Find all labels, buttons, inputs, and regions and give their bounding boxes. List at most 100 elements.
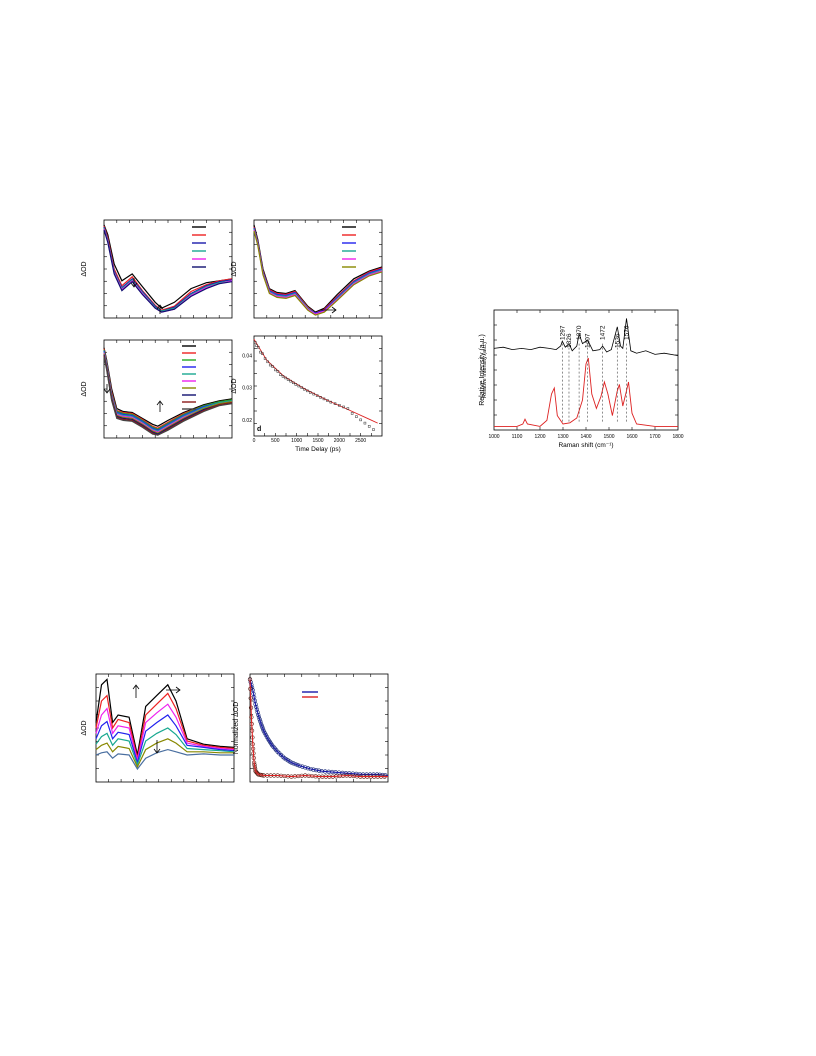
data-point-3 [259, 350, 262, 354]
data-point-10 [276, 370, 280, 373]
data-point-4 [261, 352, 264, 355]
plot-frame [249, 673, 389, 783]
data-point-9 [274, 368, 277, 372]
panel-d: ΔOD 0 500 1000 1500 2000 2500 0.02 0.03 0.04 Time … [230, 330, 390, 454]
plot-frame [493, 309, 679, 431]
x-tick-label: 1000 [291, 438, 302, 444]
series-line-4 [253, 229, 383, 315]
panel-a-svg: ΔOD [81, 219, 233, 319]
peak-label-0: 1297 [559, 325, 566, 340]
fit-line-1 [249, 679, 388, 778]
x-tick-label: 1700 [649, 434, 660, 440]
y-axis-label: ΔOD [81, 381, 88, 396]
marker-1 [255, 771, 260, 776]
experimental-spectrum [493, 318, 679, 356]
data-point-14 [286, 378, 290, 381]
data-point-0 [254, 341, 257, 344]
series-line-1 [103, 225, 233, 311]
peak-label-6: 1576 [623, 325, 630, 340]
calculated-spectrum [494, 357, 678, 427]
panel-d-svg: ΔOD 0 500 1000 1500 2000 2500 0.02 0.03 0.04 Time … [231, 335, 383, 453]
marker-0 [295, 762, 300, 768]
series-line-1 [95, 692, 235, 759]
data-point-21 [306, 389, 309, 393]
x-tick-label: 500 [271, 438, 280, 444]
x-tick-label: 1100 [512, 434, 523, 440]
arrow-right-icon [166, 686, 181, 694]
series-line-5 [253, 230, 383, 316]
x-tick-label: 1500 [312, 438, 323, 444]
plot-frame [103, 219, 233, 319]
marker-0 [289, 760, 294, 765]
y-tick-label: 0.02 [242, 418, 252, 424]
arrow-down-icon [103, 384, 111, 394]
data-point-16 [292, 381, 295, 385]
data-point-30 [338, 404, 341, 407]
data-point-17 [294, 383, 298, 386]
y-axis-label: Relative Intensity (a.u.) [482, 342, 488, 398]
series-line-1 [253, 226, 383, 314]
marker-0 [293, 762, 298, 767]
data-point-38 [372, 428, 375, 431]
panel-raman-svg: Relative Intensity (a.u.) 1000 1100 1200 130… [479, 309, 684, 449]
y-axis-label: ΔOD [81, 720, 88, 735]
arrow-down-icon [130, 278, 138, 288]
y-tick-label: 0.04 [242, 353, 252, 359]
marker-0 [258, 721, 264, 726]
panel-c-svg: ΔOD [81, 339, 233, 439]
data-point-6 [266, 360, 269, 364]
series-line-0 [103, 224, 233, 309]
data-point-13 [284, 376, 287, 380]
series-line-2 [253, 227, 383, 314]
data-point-11 [279, 373, 282, 376]
series-line-4 [103, 228, 233, 313]
arrow-right-icon [320, 306, 337, 314]
x-tick-label: 1000 [488, 434, 499, 440]
x-tick-label: 1300 [557, 434, 568, 440]
series-line-9 [103, 356, 233, 436]
data-point-33 [350, 412, 354, 415]
series-line-6 [95, 748, 234, 771]
data-point-32 [346, 407, 350, 410]
data-point-31 [342, 405, 345, 409]
fit-line [253, 338, 378, 424]
x-tick-label: 1600 [626, 434, 637, 440]
series-line-0 [95, 678, 235, 756]
panel-c: ΔOD [80, 334, 240, 446]
arrow-up-icon [156, 304, 164, 314]
series-line-2 [103, 226, 233, 312]
data-point-12 [281, 375, 285, 378]
panel-bottom-left-svg: ΔOD [81, 673, 235, 783]
data-point-34 [355, 415, 358, 418]
panel-raman: Relative Intensity (a.u.) 1000 1100 1200 130… [478, 300, 684, 450]
data-point-28 [329, 400, 333, 404]
panel-bottom-right: Normalized ΔOD [232, 670, 392, 788]
y-axis-label: ΔOD [81, 261, 88, 276]
peak-label-3: 1407 [585, 333, 592, 348]
data-point-36 [363, 421, 367, 425]
data-point-27 [326, 399, 329, 402]
x-tick-label: 1400 [580, 434, 591, 440]
x-tick-label: 2500 [355, 438, 366, 444]
data-point-23 [312, 392, 315, 396]
plot-frame [253, 219, 383, 319]
data-point-1 [255, 344, 258, 347]
series-line-5 [103, 229, 233, 313]
peak-label-4: 1472 [600, 325, 607, 340]
panel-b: ΔOD [230, 214, 390, 326]
x-tick-label: 1500 [603, 434, 614, 440]
data-point-2 [257, 346, 260, 349]
x-axis-label: Raman shift (cm⁻¹) [558, 442, 613, 449]
series-line-4 [95, 727, 235, 767]
series-line-3 [95, 714, 235, 765]
series-line-0 [103, 347, 233, 427]
data-point-29 [333, 402, 337, 405]
data-point-15 [289, 379, 292, 383]
peak-label-1: 1326 [566, 333, 573, 348]
y-axis-label: Normalized ΔOD [233, 702, 240, 755]
x-tick-label: 1800 [672, 434, 683, 440]
marker-0 [260, 725, 265, 730]
x-tick-label: 0 [253, 438, 256, 444]
data-point-35 [359, 418, 362, 422]
y-tick-label: 0.03 [242, 386, 252, 392]
